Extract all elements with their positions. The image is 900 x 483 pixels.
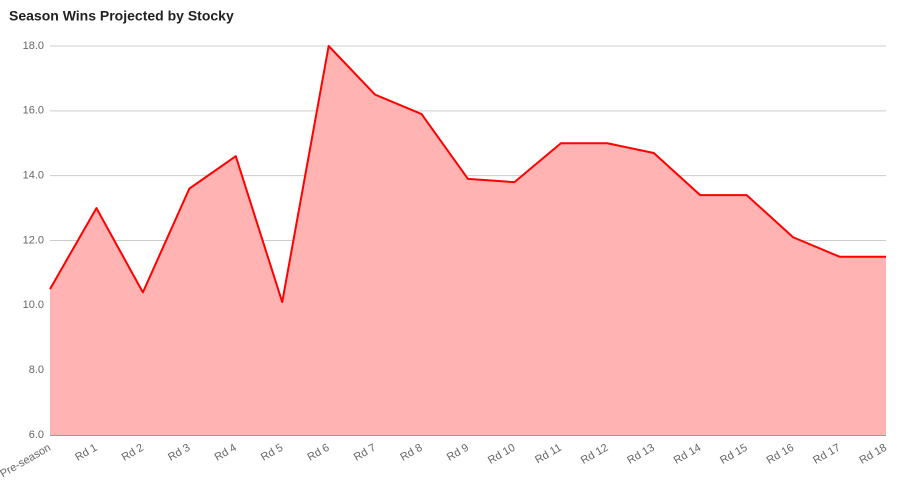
chart-title: Season Wins Projected by Stocky	[9, 8, 234, 24]
y-tick-label: 14.0	[23, 170, 44, 182]
y-tick-label: 8.0	[29, 364, 44, 376]
line	[49, 45, 886, 304]
y-tick-label: 6.0	[29, 429, 44, 441]
y-tick-label: 12.0	[23, 234, 44, 246]
y-tick-label: 10.0	[23, 299, 44, 311]
area	[50, 46, 886, 435]
y-tick-label: 18.0	[23, 40, 44, 52]
y-tick-label: 16.0	[23, 105, 44, 117]
